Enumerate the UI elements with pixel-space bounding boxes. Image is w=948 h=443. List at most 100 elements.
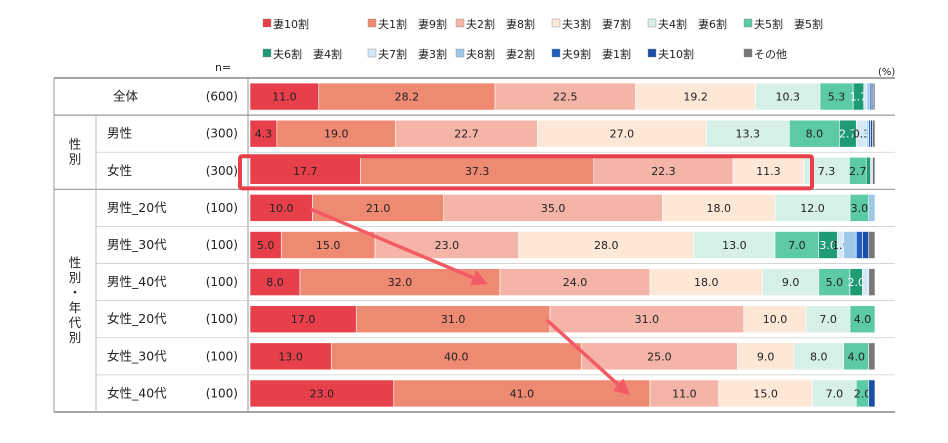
data-label: 7.0	[819, 313, 837, 326]
unit-label: (%)	[878, 67, 895, 78]
bar-segment	[789, 119, 840, 148]
legend-label: 夫5割 妻5割	[754, 17, 823, 31]
data-label: 1.7	[850, 91, 868, 104]
bar-segment	[774, 231, 820, 259]
bar-row: 女性 (300) 17.7 37.3 22.3 11.3 7.3 2.7	[107, 156, 876, 185]
row-n: (600)	[206, 90, 238, 104]
legend-swatch	[551, 48, 561, 58]
legend-item: 夫6割 妻4割	[262, 47, 342, 61]
group-label: 性別	[69, 137, 82, 167]
legend-label: その他	[754, 48, 787, 61]
data-label: 2.7	[839, 128, 857, 141]
bar-segment	[318, 82, 496, 111]
bar-area: 全体 (600) 11.0 28.2 22.5 19.2 10.3 5.3 1.7 男性 (300)…	[107, 82, 876, 408]
bar-segment	[393, 379, 651, 408]
bar-segment	[330, 342, 582, 371]
bar-segment	[593, 156, 734, 185]
data-label: 0.3	[853, 128, 871, 141]
data-label: 22.7	[454, 128, 479, 141]
bar-segment	[862, 268, 870, 296]
data-label: 11.0	[672, 387, 697, 400]
row-n: (100)	[206, 201, 238, 215]
legend: 妻10割 夫1割 妻9割 夫2割 妻8割 夫3割 妻7割 夫4割 妻6割 夫5割 妻5割夫…	[215, 17, 895, 78]
legend-swatch	[647, 48, 657, 58]
bar-segment	[743, 305, 807, 334]
bar-segment	[866, 82, 871, 111]
legend-swatch	[455, 18, 465, 28]
data-label: 2.7	[849, 165, 867, 178]
data-label: 25.0	[647, 350, 672, 363]
bar-row: 男性_20代 (100) 10.0 21.0 35.0 18.0 12.0 3.0	[107, 194, 876, 222]
group-label: 性別・年代別	[69, 255, 82, 345]
bar-row: 男性_40代 (100) 8.0 32.0 24.0 18.0 9.0 5.0 2.0	[107, 268, 876, 296]
bar-segment	[249, 119, 278, 148]
legend-swatch	[262, 48, 272, 58]
bar-segment	[580, 342, 738, 371]
legend-item: 夫8割 妻2割	[455, 47, 535, 61]
legend-swatch	[743, 18, 753, 28]
data-label: 18.0	[694, 276, 719, 289]
bar-segment	[843, 231, 857, 259]
bar-segment	[518, 231, 695, 259]
legend-item: 夫5割 妻5割	[743, 17, 823, 31]
legend-label: 夫2割 妻8割	[466, 17, 535, 31]
row-n: (100)	[206, 275, 238, 289]
legend-label: 夫9割 妻1割	[562, 47, 631, 61]
data-label: 3.0	[851, 202, 869, 215]
bar-segment	[863, 82, 868, 111]
trend-arrow	[546, 319, 630, 396]
row-label: 男性_20代	[107, 200, 167, 215]
bar-segment	[862, 231, 870, 259]
legend-item: 夫7割 妻3割	[367, 47, 447, 61]
legend-swatch	[455, 48, 465, 58]
legend-label: 夫7割 妻3割	[378, 47, 447, 61]
legend-label: 妻10割	[273, 17, 309, 31]
bar-segment	[662, 194, 776, 222]
data-label: 2.0	[848, 276, 866, 289]
bar-segment	[549, 305, 745, 334]
bar-segment	[635, 82, 756, 111]
bar-segment	[793, 342, 845, 371]
data-label: 7.0	[826, 387, 844, 400]
legend-swatch	[551, 18, 561, 28]
row-label: 男性_30代	[107, 237, 167, 252]
row-label: 男性	[107, 126, 132, 141]
legend-item: 夫4割 妻6割	[647, 17, 727, 31]
bar-segment	[868, 342, 876, 371]
bar-segment	[818, 268, 851, 296]
data-label: 15.0	[753, 387, 778, 400]
bar-segment	[249, 305, 357, 334]
data-label: 40.0	[444, 350, 469, 363]
legend-item: 妻10割	[262, 17, 309, 31]
data-label: 8.0	[806, 128, 824, 141]
data-label: 32.0	[388, 276, 413, 289]
bar-segment	[537, 119, 707, 148]
annotation-overlay	[238, 154, 814, 396]
bar-segment	[249, 342, 332, 371]
bar-segment	[249, 82, 320, 111]
bar-row: 全体 (600) 11.0 28.2 22.5 19.2 10.3 5.3 1.7	[113, 82, 876, 111]
data-label: 17.7	[293, 165, 318, 178]
row-label: 女性	[107, 163, 132, 178]
data-label: 11.0	[272, 91, 297, 104]
row-label: 全体	[113, 89, 139, 104]
data-label: 22.5	[553, 91, 578, 104]
bar-segment	[872, 82, 876, 111]
data-label: 13.0	[722, 239, 747, 252]
data-label: 5.3	[828, 91, 846, 104]
row-label: 男性_40代	[107, 274, 167, 289]
data-label: 22.3	[651, 165, 676, 178]
bar-segment	[855, 231, 863, 259]
legend-item: 夫3割 妻7割	[551, 17, 631, 31]
bar-segment	[865, 156, 871, 185]
bar-segment	[249, 231, 282, 259]
data-label: 10.3	[776, 91, 801, 104]
legend-item: 夫10割	[647, 47, 694, 61]
data-label: 28.0	[594, 239, 619, 252]
data-label: 21.0	[366, 202, 391, 215]
bar-row: 女性_30代 (100) 13.0 40.0 25.0 9.0 8.0 4.0	[107, 342, 876, 371]
data-label: 10.0	[269, 202, 294, 215]
bar-segment	[872, 156, 876, 185]
bar-row: 女性_20代 (100) 17.0 31.0 31.0 10.0 7.0 4.0	[107, 305, 876, 334]
